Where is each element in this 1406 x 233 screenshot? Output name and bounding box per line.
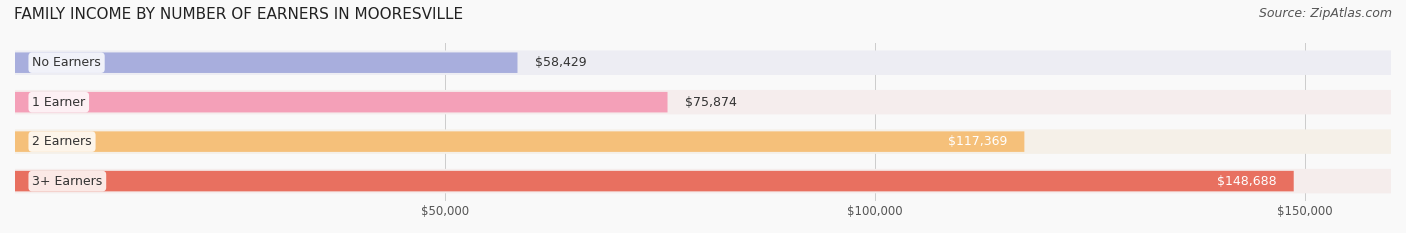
FancyBboxPatch shape [15, 169, 1391, 193]
FancyBboxPatch shape [15, 52, 517, 73]
FancyBboxPatch shape [15, 92, 668, 113]
FancyBboxPatch shape [15, 90, 1391, 114]
FancyBboxPatch shape [15, 131, 1025, 152]
Text: 2 Earners: 2 Earners [32, 135, 91, 148]
Text: 3+ Earners: 3+ Earners [32, 175, 103, 188]
FancyBboxPatch shape [15, 171, 1294, 191]
Text: $148,688: $148,688 [1216, 175, 1277, 188]
Text: $117,369: $117,369 [948, 135, 1007, 148]
Text: $75,874: $75,874 [685, 96, 737, 109]
Text: FAMILY INCOME BY NUMBER OF EARNERS IN MOORESVILLE: FAMILY INCOME BY NUMBER OF EARNERS IN MO… [14, 7, 463, 22]
Text: Source: ZipAtlas.com: Source: ZipAtlas.com [1258, 7, 1392, 20]
FancyBboxPatch shape [15, 51, 1391, 75]
Text: 1 Earner: 1 Earner [32, 96, 86, 109]
FancyBboxPatch shape [15, 129, 1391, 154]
Text: No Earners: No Earners [32, 56, 101, 69]
Text: $58,429: $58,429 [534, 56, 586, 69]
